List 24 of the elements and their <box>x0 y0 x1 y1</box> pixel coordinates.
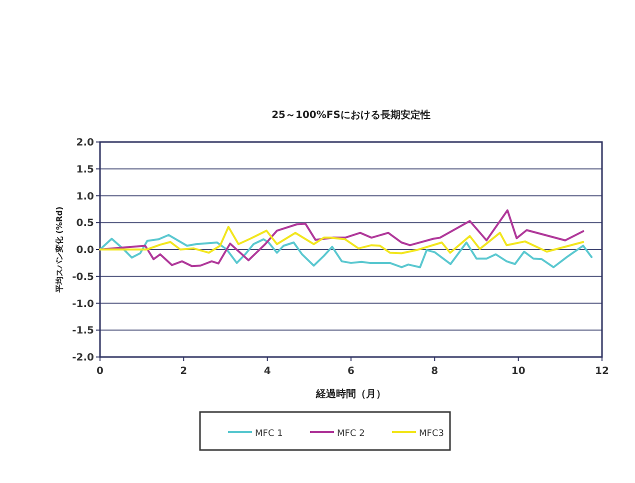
y-tick-label: 1.0 <box>76 191 94 202</box>
y-tick-label: 1.5 <box>76 164 94 176</box>
x-tick-label: 8 <box>431 366 438 377</box>
legend-label: MFC 1 <box>255 429 283 439</box>
legend-label: MFC3 <box>419 429 444 439</box>
y-axis-title: 平均スパン変化 (%Rd) <box>54 206 64 294</box>
y-tick-label: 2.0 <box>76 138 94 148</box>
y-tick-label: 0.5 <box>76 218 94 230</box>
line-series <box>99 226 584 254</box>
y-tick-label: -1.5 <box>72 326 94 337</box>
chart-title: 25～100%FSにおける長期安定性 <box>272 109 430 121</box>
x-tick-label: 4 <box>264 366 271 377</box>
x-tick-label: 10 <box>511 366 526 377</box>
y-tick-label: -2.0 <box>72 352 94 364</box>
x-tick-label: 6 <box>348 366 355 377</box>
x-axis-title: 経過時間（月） <box>315 388 386 400</box>
x-tick-label: 2 <box>180 366 188 377</box>
y-tick-label: -0.5 <box>72 272 94 283</box>
y-tick-label: 0.0 <box>76 245 94 256</box>
x-tick-label: 12 <box>595 366 609 377</box>
y-tick-label: -1.0 <box>72 298 94 310</box>
x-tick-label: 0 <box>96 366 104 377</box>
legend-label: MFC 2 <box>337 429 365 439</box>
line-series <box>99 234 593 268</box>
